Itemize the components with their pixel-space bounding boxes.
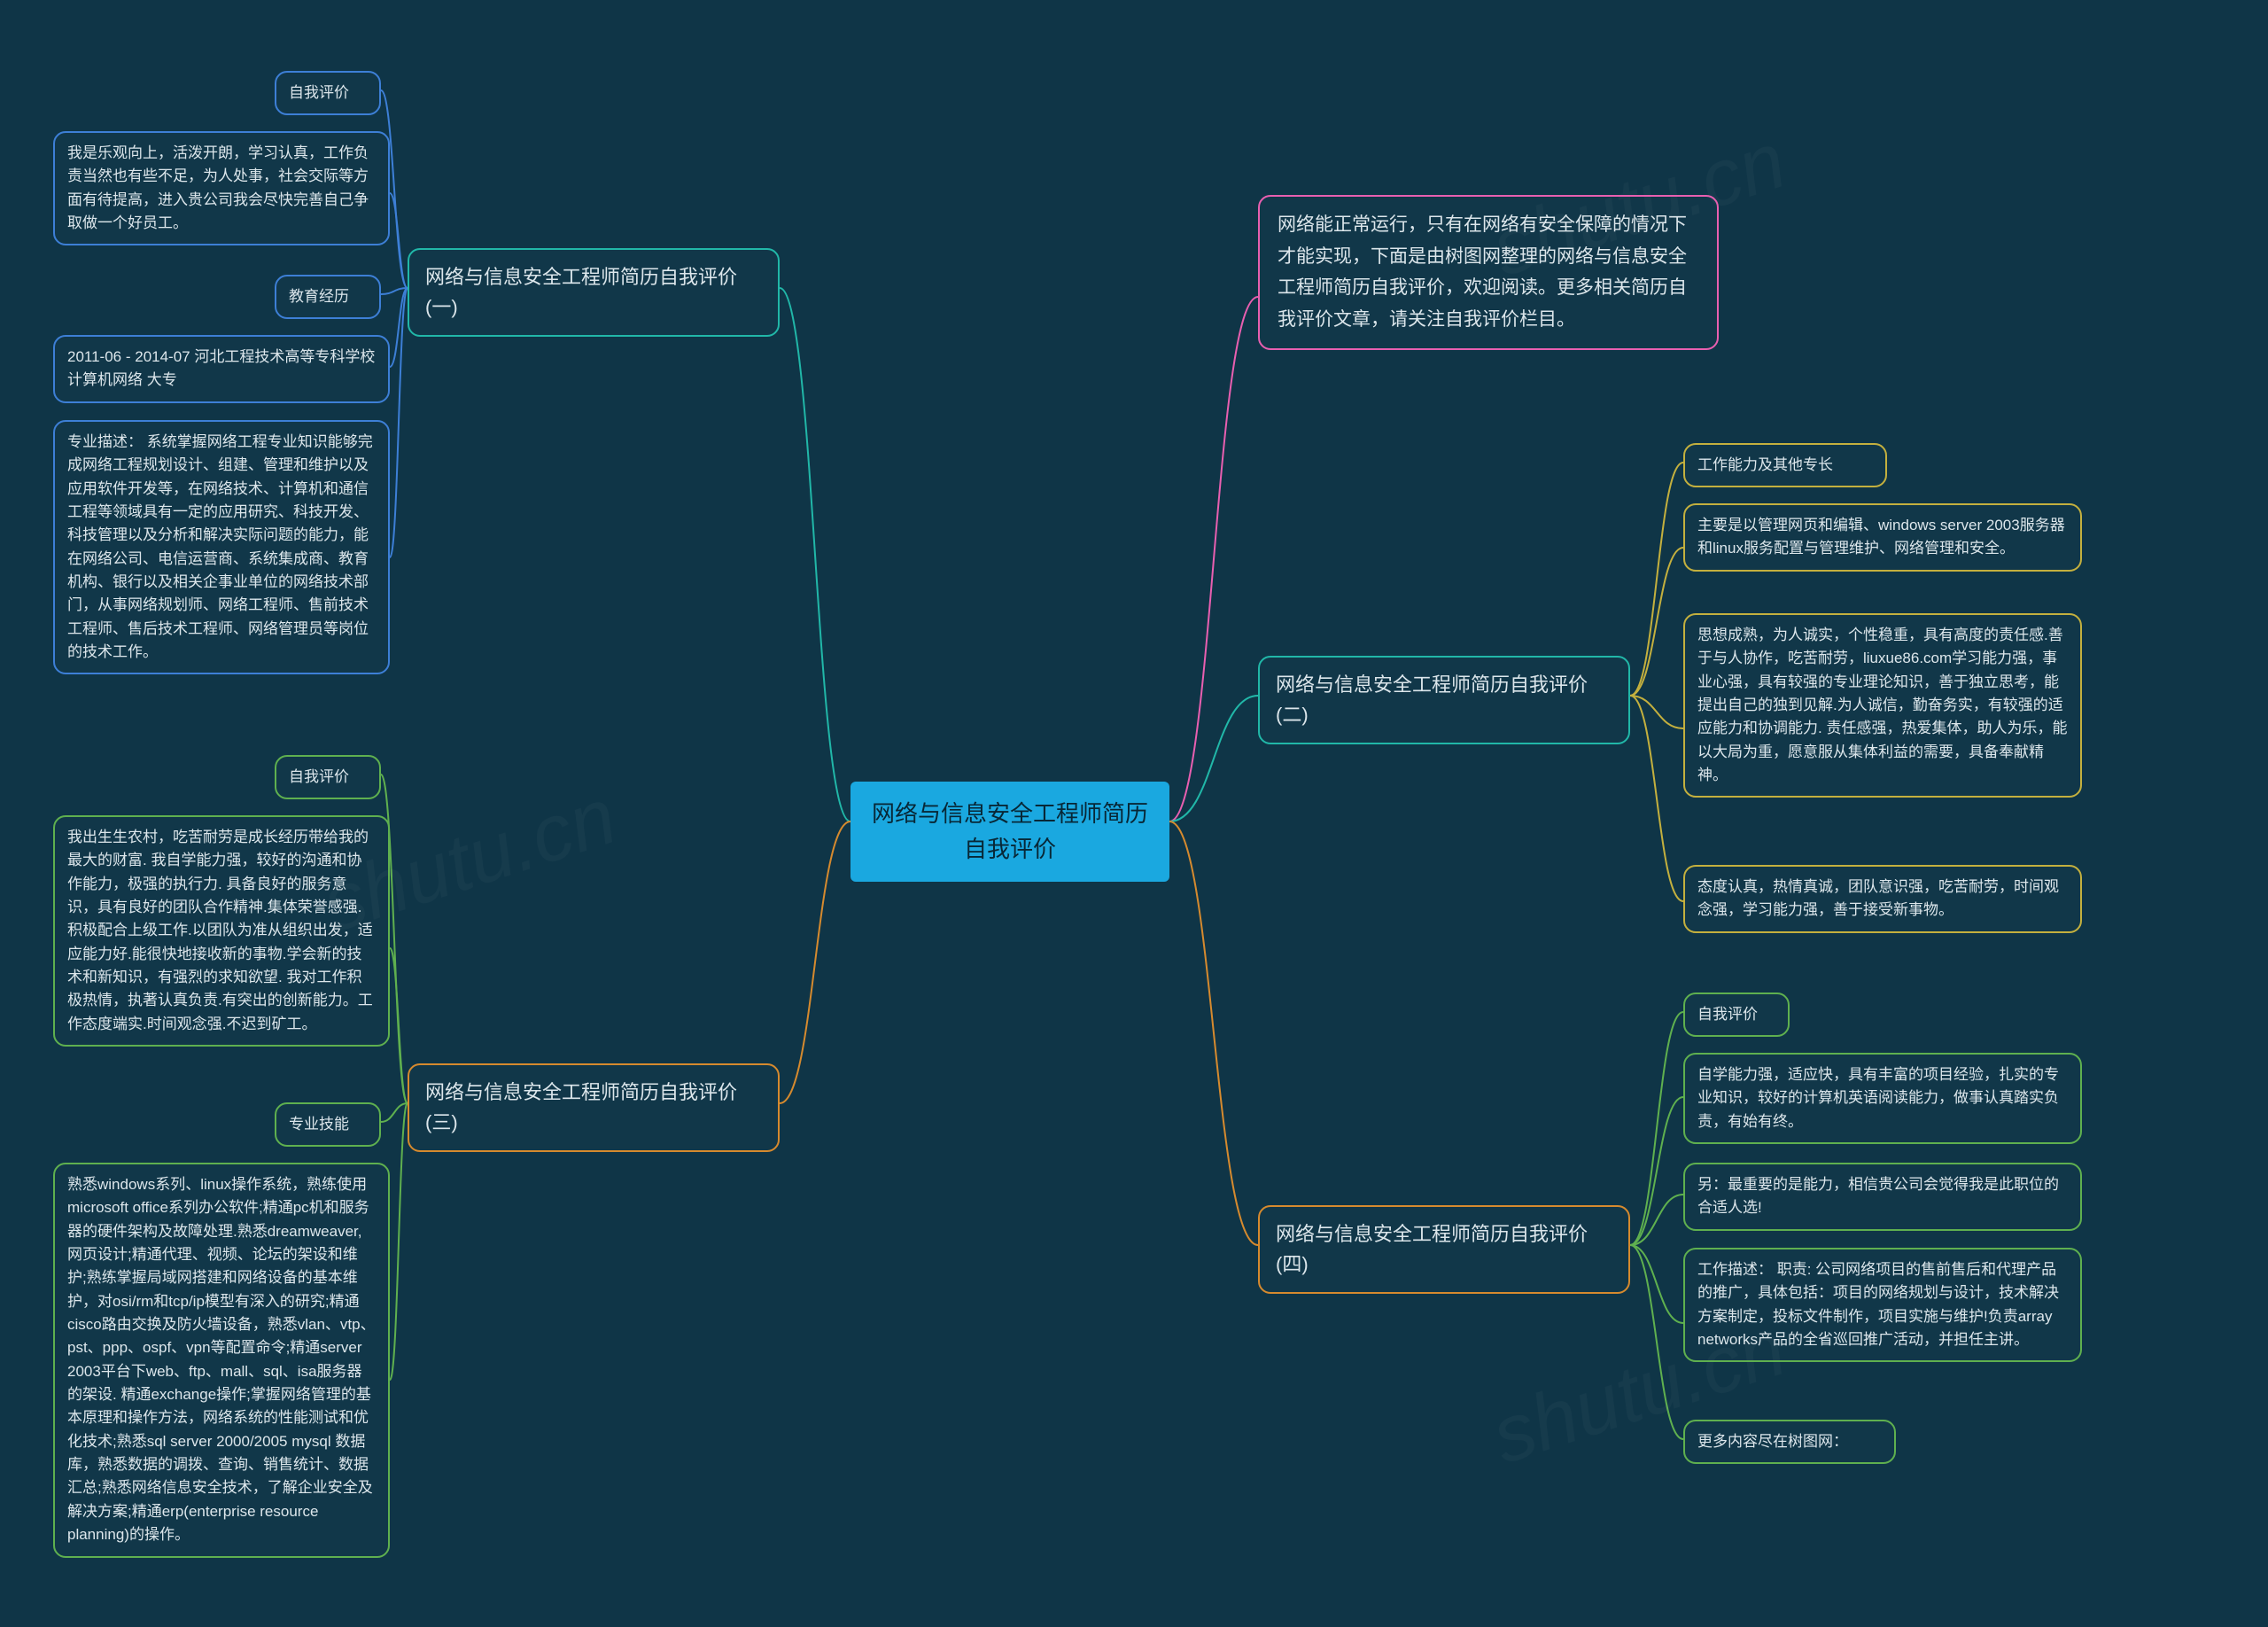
leaf-node-b1-0: 自我评价 <box>275 71 381 115</box>
leaf-node-b3-0: 自我评价 <box>275 755 381 799</box>
leaf-node-b4-1: 自学能力强，适应快，具有丰富的项目经验，扎实的专业知识，较好的计算机英语阅读能力… <box>1683 1053 2082 1144</box>
leaf-node-b2-3: 态度认真，热情真诚，团队意识强，吃苦耐劳，时间观念强，学习能力强，善于接受新事物… <box>1683 865 2082 933</box>
leaf-node-b2-1: 主要是以管理网页和编辑、windows server 2003服务器和linux… <box>1683 503 2082 572</box>
leaf-node-b2-2: 思想成熟，为人诚实，个性稳重，具有高度的责任感.善于与人协作，吃苦耐劳，liux… <box>1683 613 2082 798</box>
branch-node-b3: 网络与信息安全工程师简历自我评价(三) <box>408 1063 780 1152</box>
leaf-node-b1-1: 我是乐观向上，活泼开朗，学习认真，工作负责当然也有些不足，为人处事，社会交际等方… <box>53 131 390 245</box>
leaf-node-b4-0: 自我评价 <box>1683 993 1790 1037</box>
leaf-node-b1-2: 教育经历 <box>275 275 381 319</box>
leaf-node-b1-4: 专业描述： 系统掌握网络工程专业知识能够完成网络工程规划设计、组建、管理和维护以… <box>53 420 390 674</box>
leaf-node-b4-4: 更多内容尽在树图网： <box>1683 1420 1896 1464</box>
leaf-node-b1-3: 2011-06 - 2014-07 河北工程技术高等专科学校 计算机网络 大专 <box>53 335 390 403</box>
branch-node-b1: 网络与信息安全工程师简历自我评价(一) <box>408 248 780 337</box>
intro-node: 网络能正常运行，只有在网络有安全保障的情况下才能实现，下面是由树图网整理的网络与… <box>1258 195 1719 350</box>
leaf-node-b3-3: 熟悉windows系列、linux操作系统，熟练使用microsoft offi… <box>53 1163 390 1558</box>
branch-node-b4: 网络与信息安全工程师简历自我评价(四) <box>1258 1205 1630 1294</box>
leaf-node-b3-1: 我出生生农村，吃苦耐劳是成长经历带给我的最大的财富. 我自学能力强，较好的沟通和… <box>53 815 390 1047</box>
leaf-node-b4-2: 另：最重要的是能力，相信贵公司会觉得我是此职位的合适人选! <box>1683 1163 2082 1231</box>
branch-node-b2: 网络与信息安全工程师简历自我评价(二) <box>1258 656 1630 744</box>
leaf-node-b3-2: 专业技能 <box>275 1102 381 1147</box>
leaf-node-b2-0: 工作能力及其他专长 <box>1683 443 1887 487</box>
root-node: 网络与信息安全工程师简历自我评价 <box>850 782 1169 882</box>
leaf-node-b4-3: 工作描述： 职责: 公司网络项目的售前售后和代理产品的推广，具体包括：项目的网络… <box>1683 1248 2082 1362</box>
